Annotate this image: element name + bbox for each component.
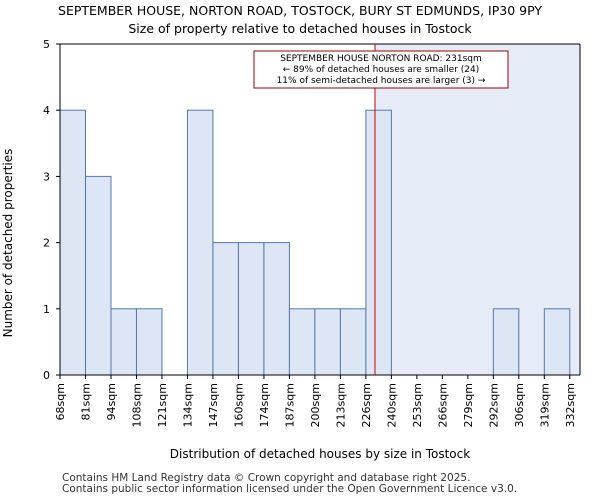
bar-200sqm — [314, 308, 341, 376]
bar-187sqm — [288, 308, 316, 376]
x-tick-label-94sqm: 94sqm — [105, 383, 118, 420]
footer-line-2: Contains public sector information licen… — [62, 483, 518, 495]
x-tick-label-319sqm: 319sqm — [538, 383, 551, 427]
x-tick-label-134sqm: 134sqm — [181, 383, 194, 427]
chart-title: SEPTEMBER HOUSE, NORTON ROAD, TOSTOCK, B… — [58, 3, 542, 18]
bar-81sqm — [84, 175, 112, 376]
footer: Contains HM Land Registry data © Crown c… — [62, 473, 517, 495]
y-tick-label-1: 1 — [43, 303, 50, 316]
x-tick-label-174sqm: 174sqm — [258, 383, 271, 427]
y-tick-label-4: 4 — [43, 104, 50, 117]
x-axis-label: Distribution of detached houses by size … — [170, 447, 470, 461]
bar-68sqm — [59, 109, 86, 376]
annotation-line-3: 11% of semi-detached houses are larger (… — [277, 76, 486, 86]
x-tick-label-81sqm: 81sqm — [79, 383, 92, 420]
x-tick-label-253sqm: 253sqm — [411, 383, 424, 427]
bar-319sqm — [543, 308, 571, 376]
x-tick-label-68sqm: 68sqm — [54, 383, 67, 420]
bar-226sqm — [365, 109, 392, 376]
x-tick-label-266sqm: 266sqm — [436, 383, 449, 427]
bar-160sqm — [237, 242, 265, 376]
x-tick-label-121sqm: 121sqm — [156, 383, 169, 427]
bar-94sqm — [110, 308, 137, 376]
y-tick-label-2: 2 — [43, 237, 50, 250]
bar-174sqm — [263, 242, 290, 376]
x-tick-label-292sqm: 292sqm — [487, 383, 500, 427]
x-tick-label-213sqm: 213sqm — [334, 383, 347, 427]
bar-213sqm — [339, 308, 367, 376]
footer-line-1: Contains HM Land Registry data © Crown c… — [62, 472, 471, 484]
x-axis: 68sqm 81sqm 94sqm 108sqm 121sqm 134sqm 147sqm 1… — [54, 375, 577, 427]
y-tick-label-0: 0 — [43, 369, 50, 382]
bar-134sqm — [186, 109, 214, 376]
annotation-box: SEPTEMBER HOUSE NORTON ROAD: 231sqm ← 89… — [253, 50, 509, 89]
x-tick-label-200sqm: 200sqm — [309, 383, 322, 427]
annotation-line-1: SEPTEMBER HOUSE NORTON ROAD: 231sqm — [280, 54, 482, 64]
bar-108sqm — [135, 308, 163, 376]
x-tick-label-108sqm: 108sqm — [130, 383, 143, 427]
y-tick-label-3: 3 — [43, 170, 50, 183]
bars — [59, 109, 571, 376]
x-tick-label-332sqm: 332sqm — [564, 383, 577, 427]
chart-subtitle: Size of property relative to detached ho… — [128, 21, 472, 36]
chart-svg: SEPTEMBER HOUSE, NORTON ROAD, TOSTOCK, B… — [1, 3, 581, 461]
x-tick-label-240sqm: 240sqm — [385, 383, 398, 427]
x-tick-label-226sqm: 226sqm — [360, 383, 373, 427]
y-axis-label: Number of detached properties — [1, 149, 15, 338]
annotation-border — [253, 50, 509, 89]
y-axis: 0 1 2 3 4 5 — [43, 38, 60, 382]
x-tick-label-306sqm: 306sqm — [513, 383, 526, 427]
x-tick-label-187sqm: 187sqm — [283, 383, 296, 427]
bar-292sqm — [492, 308, 520, 376]
x-tick-label-160sqm: 160sqm — [232, 383, 245, 427]
y-tick-label-5: 5 — [43, 38, 50, 51]
annotation-line-2: ← 89% of detached houses are smaller (24… — [283, 65, 480, 75]
bar-147sqm — [212, 242, 239, 376]
x-tick-label-279sqm: 279sqm — [462, 383, 475, 427]
x-tick-label-147sqm: 147sqm — [207, 383, 220, 427]
